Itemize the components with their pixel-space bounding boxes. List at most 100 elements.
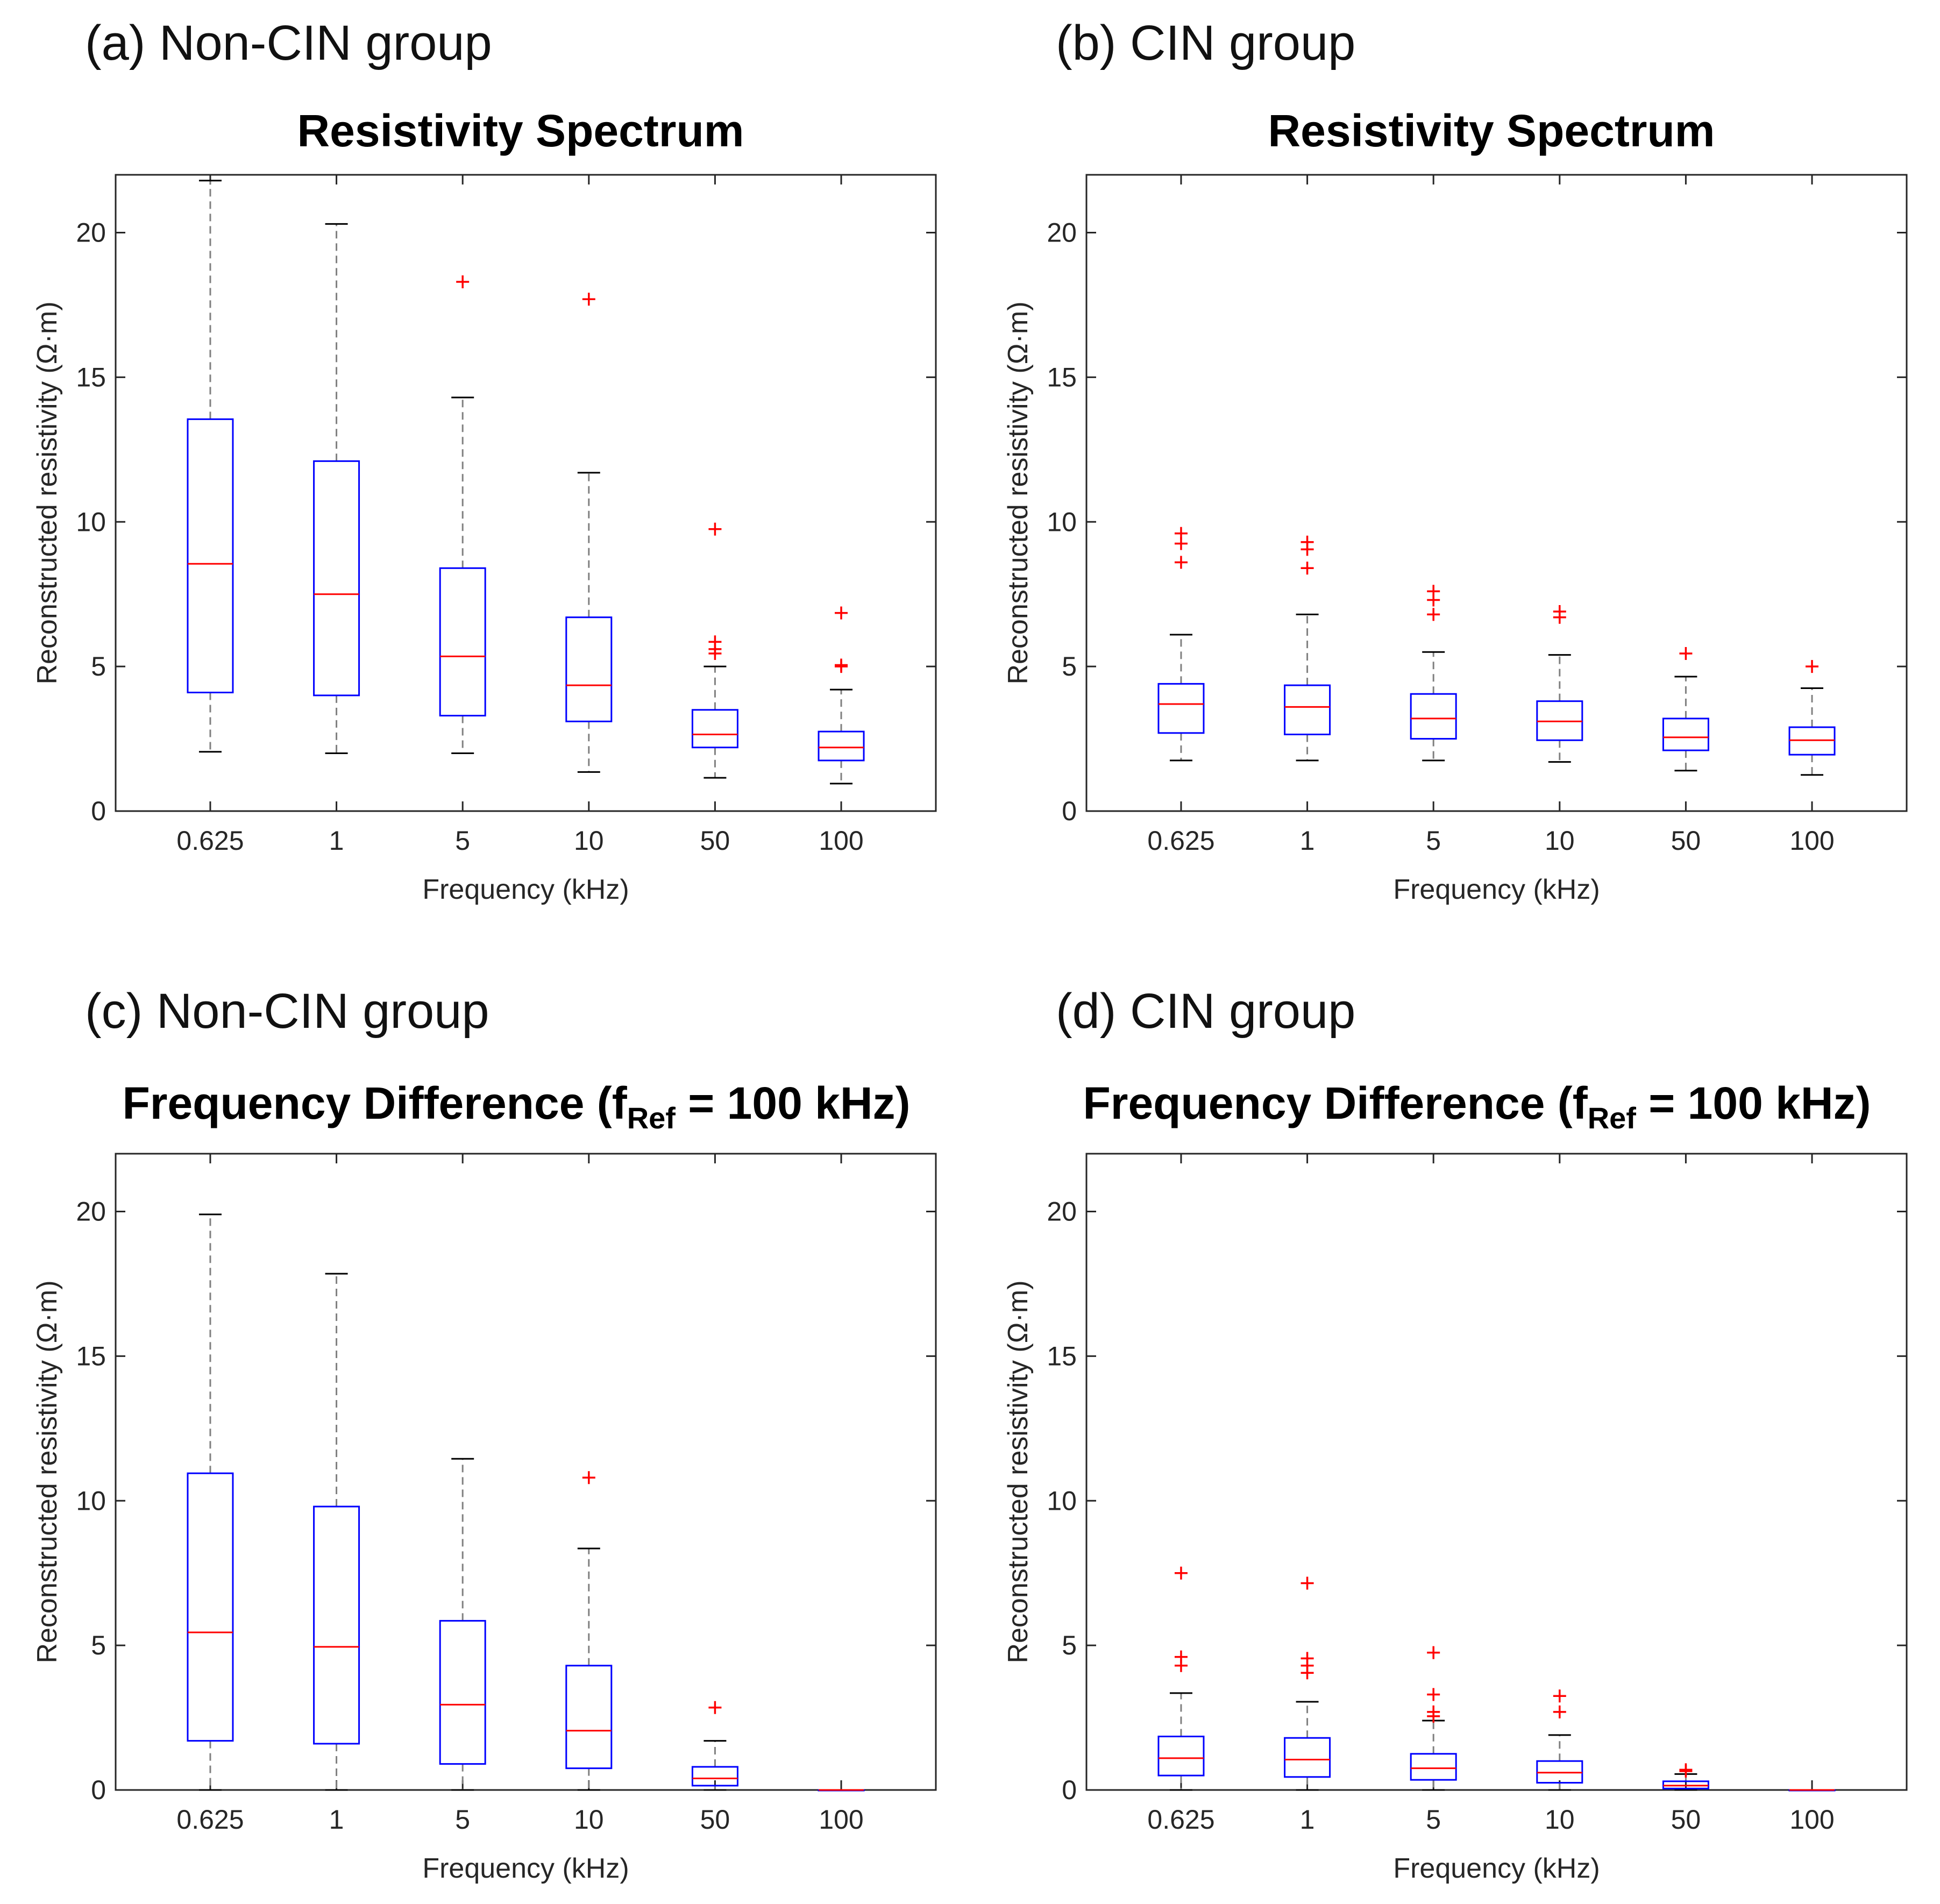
panel-label: (c) Non-CIN group bbox=[85, 984, 489, 1039]
box bbox=[1410, 1753, 1457, 1781]
y-tick-label: 20 bbox=[76, 1197, 106, 1227]
y-tick-label: 5 bbox=[91, 1630, 106, 1660]
y-tick-label: 10 bbox=[1047, 507, 1077, 537]
box bbox=[439, 1619, 486, 1765]
x-tick-label: 50 bbox=[1671, 826, 1701, 856]
y-tick-label: 0 bbox=[91, 1775, 106, 1805]
x-tick-label: 0.625 bbox=[1147, 826, 1214, 856]
outlier-marker bbox=[1174, 1650, 1188, 1664]
plot-frame bbox=[115, 1153, 937, 1791]
box bbox=[1284, 1737, 1331, 1778]
y-tick-label: 10 bbox=[1047, 1486, 1077, 1516]
outlier-marker bbox=[1553, 605, 1566, 618]
outlier-marker bbox=[1427, 1646, 1440, 1659]
y-tick-label: 20 bbox=[1047, 1197, 1077, 1227]
x-tick-label: 10 bbox=[1545, 1804, 1575, 1835]
box bbox=[1157, 683, 1205, 734]
outlier-marker bbox=[1174, 556, 1188, 569]
outlier-marker bbox=[1427, 1705, 1440, 1718]
y-axis-label: Reconstructed resistivity (Ω·m) bbox=[1003, 301, 1034, 684]
chart-title: Resistivity Spectrum bbox=[1268, 105, 1715, 156]
box bbox=[565, 616, 613, 722]
x-axis-label: Frequency (kHz) bbox=[422, 874, 629, 905]
y-tick-label: 15 bbox=[1047, 362, 1077, 392]
x-tick-label: 0.625 bbox=[176, 826, 244, 856]
x-tick-label: 100 bbox=[819, 826, 863, 856]
panel-label: (a) Non-CIN group bbox=[85, 16, 492, 70]
outlier-marker bbox=[835, 658, 848, 672]
y-tick-label: 20 bbox=[1047, 218, 1077, 248]
outlier-marker bbox=[1806, 660, 1819, 673]
y-tick-label: 5 bbox=[91, 651, 106, 681]
x-tick-label: 50 bbox=[700, 1804, 730, 1835]
panel-label: (b) CIN group bbox=[1056, 16, 1356, 70]
panel-label: (d) CIN group bbox=[1056, 984, 1356, 1039]
box bbox=[187, 1472, 234, 1742]
x-tick-label: 1 bbox=[1300, 1804, 1315, 1835]
y-axis-label: Reconstructed resistivity (Ω·m) bbox=[32, 301, 63, 684]
outlier-marker bbox=[1553, 1689, 1566, 1703]
box bbox=[187, 418, 234, 694]
x-tick-label: 100 bbox=[1789, 826, 1834, 856]
outlier-marker bbox=[1427, 585, 1440, 598]
box bbox=[1410, 693, 1457, 740]
outlier-marker bbox=[1553, 1705, 1566, 1718]
title-text: Frequency Difference (f bbox=[1083, 1078, 1588, 1128]
outlier-marker bbox=[1174, 1566, 1188, 1580]
box bbox=[313, 1505, 360, 1745]
x-tick-label: 5 bbox=[455, 1804, 470, 1835]
box bbox=[818, 730, 865, 762]
outlier-marker bbox=[1679, 646, 1693, 660]
y-tick-label: 15 bbox=[76, 362, 106, 392]
outlier-marker bbox=[1174, 527, 1188, 540]
y-axis-label: Reconstructed resistivity (Ω·m) bbox=[1003, 1280, 1034, 1663]
y-tick-label: 0 bbox=[1062, 1775, 1077, 1805]
x-tick-label: 10 bbox=[1545, 826, 1575, 856]
x-tick-label: 10 bbox=[574, 826, 604, 856]
outlier-marker bbox=[1679, 1763, 1693, 1777]
box bbox=[691, 1766, 738, 1787]
x-tick-label: 0.625 bbox=[176, 1804, 244, 1835]
x-tick-label: 1 bbox=[1300, 826, 1315, 856]
outlier-marker bbox=[708, 522, 722, 536]
x-axis-label: Frequency (kHz) bbox=[1393, 1853, 1600, 1884]
y-tick-label: 0 bbox=[1062, 796, 1077, 826]
outlier-marker bbox=[1301, 535, 1314, 549]
box bbox=[691, 709, 738, 749]
x-tick-label: 10 bbox=[574, 1804, 604, 1835]
y-tick-label: 5 bbox=[1062, 1630, 1077, 1660]
x-tick-label: 1 bbox=[329, 1804, 344, 1835]
title-subscript: Ref bbox=[627, 1100, 676, 1135]
x-axis-label: Frequency (kHz) bbox=[422, 1853, 629, 1884]
y-tick-label: 10 bbox=[76, 1486, 106, 1516]
y-tick-label: 10 bbox=[76, 507, 106, 537]
x-tick-label: 5 bbox=[455, 826, 470, 856]
y-tick-label: 5 bbox=[1062, 651, 1077, 681]
title-text: = 100 kHz) bbox=[675, 1078, 911, 1128]
title-subscript: Ref bbox=[1587, 1100, 1636, 1135]
x-tick-label: 100 bbox=[1789, 1804, 1834, 1835]
x-tick-label: 100 bbox=[819, 1804, 863, 1835]
box bbox=[439, 567, 486, 717]
plot-frame bbox=[1085, 174, 1908, 812]
outlier-marker bbox=[582, 1471, 595, 1484]
y-tick-label: 15 bbox=[1047, 1341, 1077, 1371]
chart-title: Frequency Difference (fRef = 100 kHz) bbox=[1014, 1077, 1940, 1135]
x-tick-label: 5 bbox=[1426, 1804, 1441, 1835]
y-tick-label: 0 bbox=[91, 796, 106, 826]
box bbox=[1662, 717, 1709, 751]
plot-frame bbox=[115, 174, 937, 812]
x-tick-label: 50 bbox=[700, 826, 730, 856]
x-tick-label: 5 bbox=[1426, 826, 1441, 856]
outlier-marker bbox=[708, 635, 722, 649]
chart-title: Resistivity Spectrum bbox=[297, 105, 744, 156]
outlier-marker bbox=[1427, 608, 1440, 621]
outlier-marker bbox=[708, 1701, 722, 1714]
x-tick-label: 0.625 bbox=[1147, 1804, 1214, 1835]
y-tick-label: 15 bbox=[76, 1341, 106, 1371]
outlier-marker bbox=[835, 606, 848, 620]
outlier-marker bbox=[1427, 1688, 1440, 1701]
